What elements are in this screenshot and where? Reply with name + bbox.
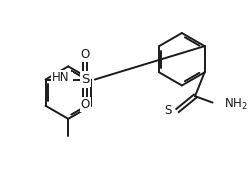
Text: F: F: [65, 73, 71, 86]
Text: S: S: [164, 104, 171, 117]
Text: HN: HN: [52, 71, 70, 84]
Text: O: O: [80, 98, 90, 111]
Text: S: S: [81, 73, 89, 86]
Text: O: O: [80, 48, 90, 61]
Text: NH$_2$: NH$_2$: [223, 97, 246, 112]
